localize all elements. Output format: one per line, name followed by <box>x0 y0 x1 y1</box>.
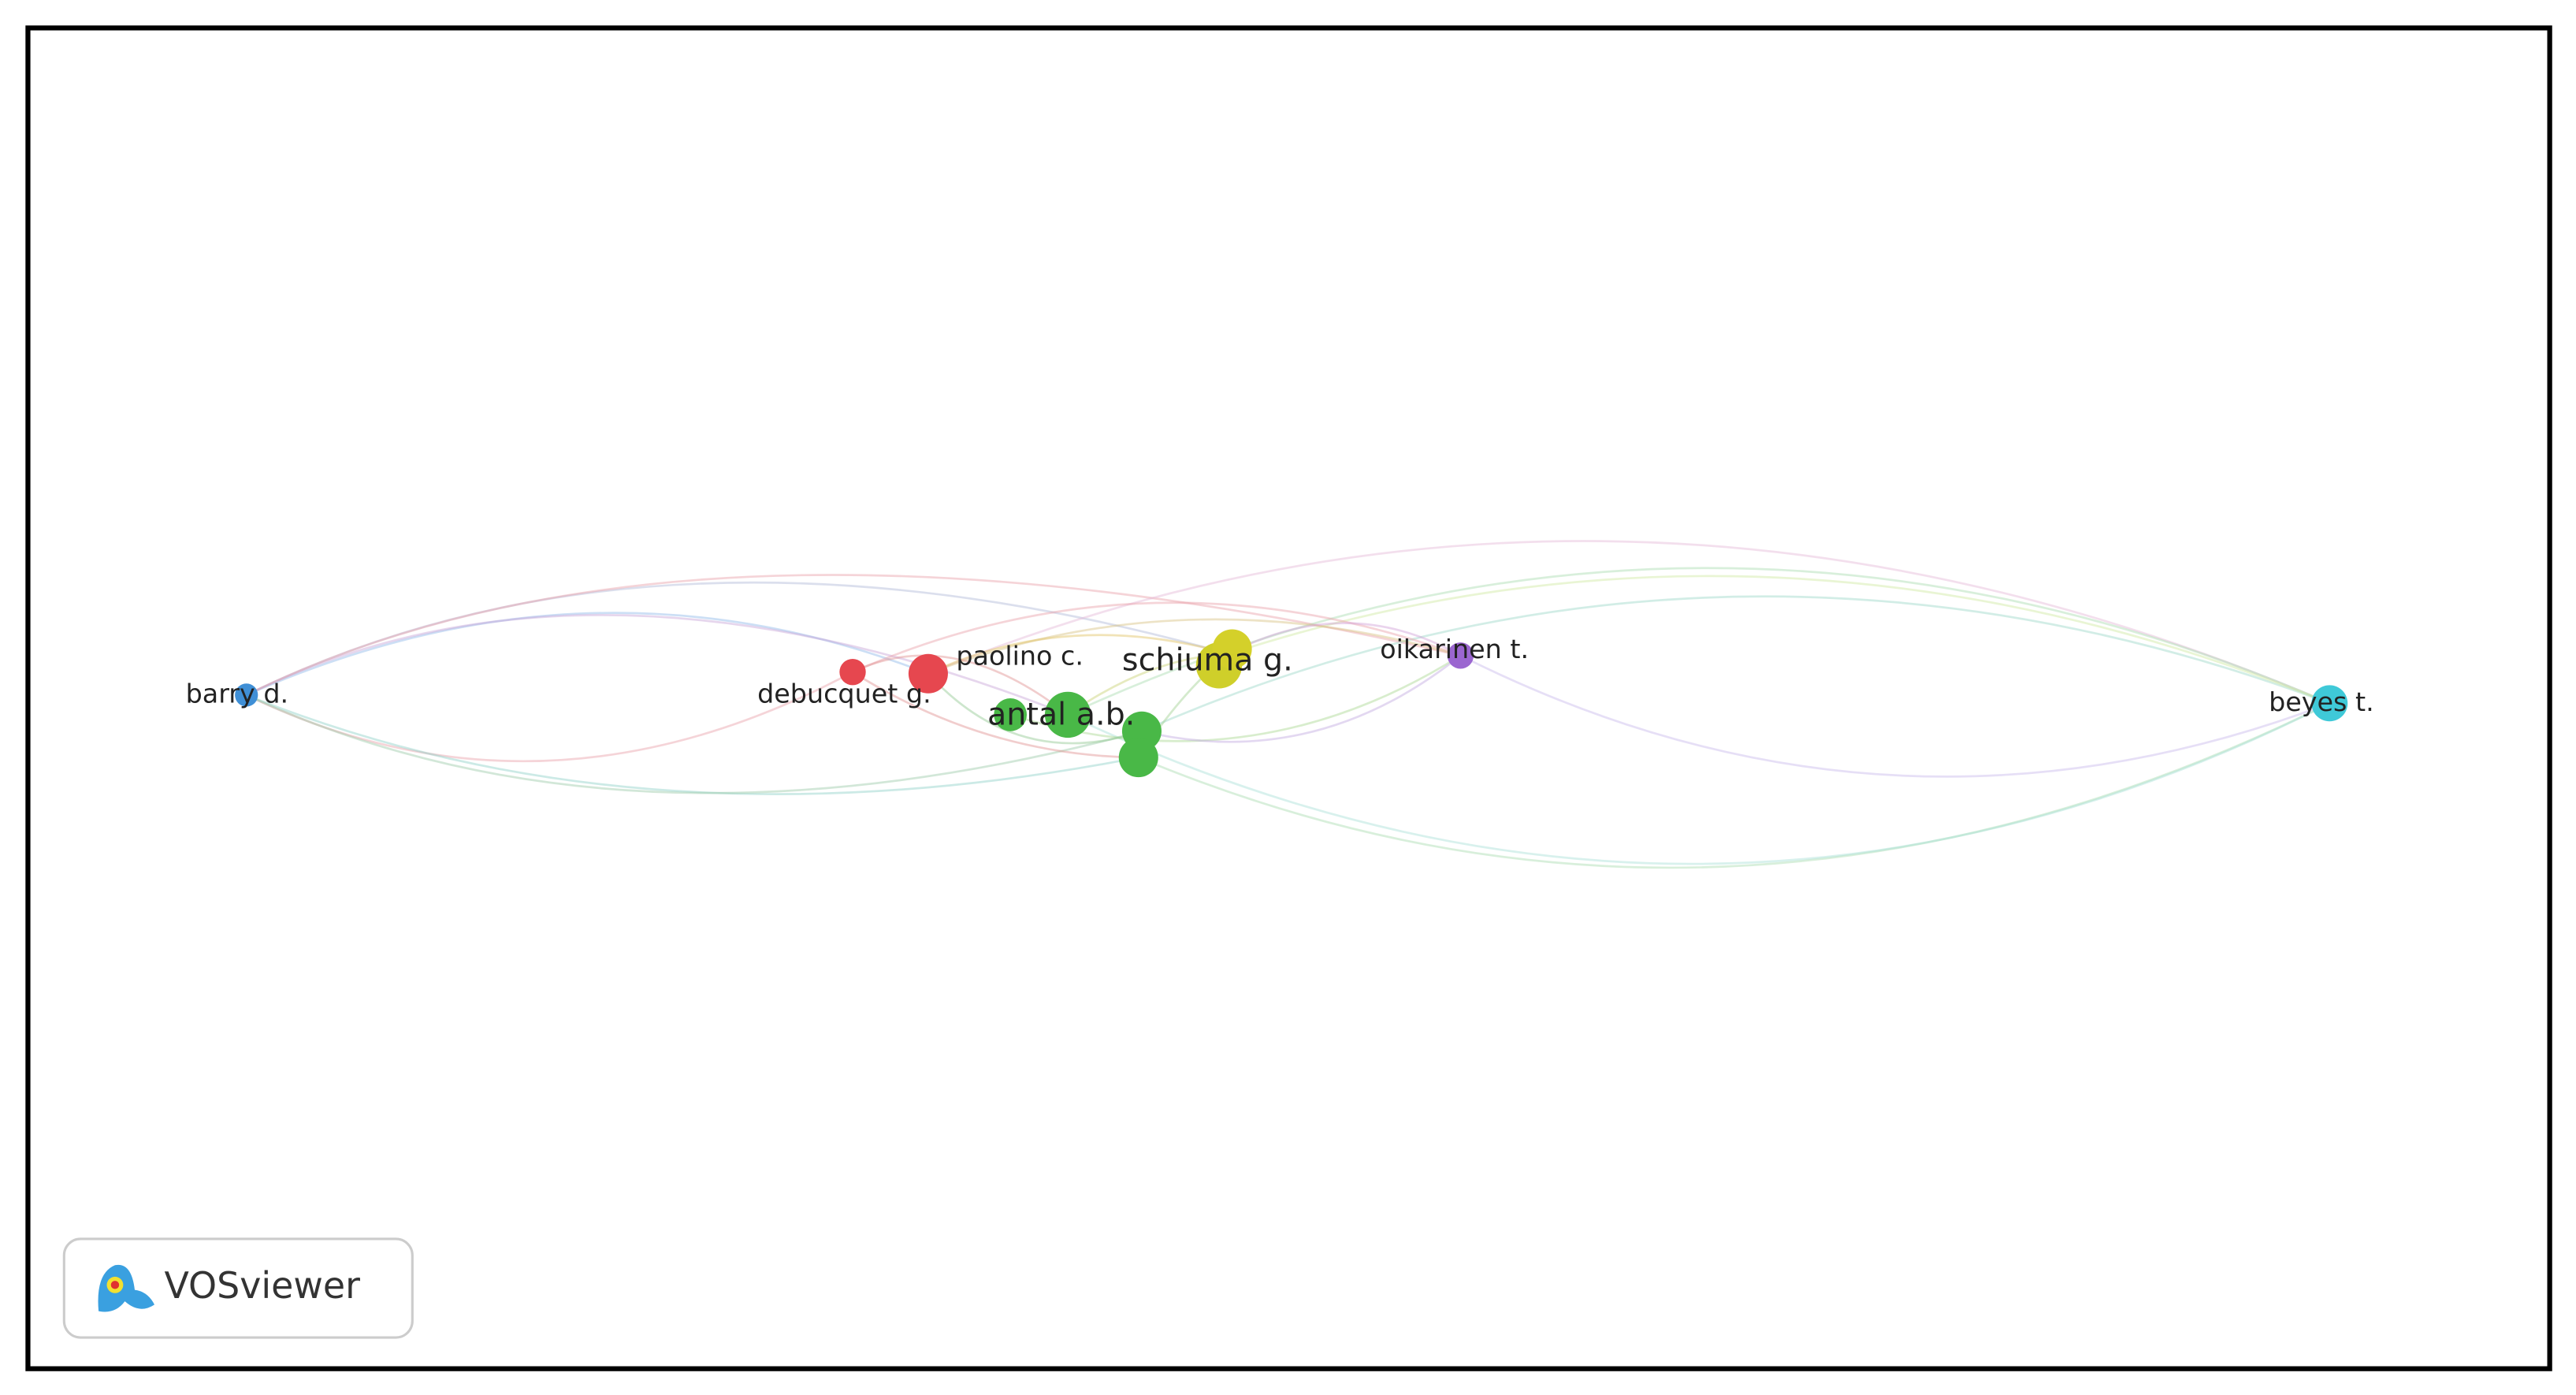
nodes <box>235 629 2348 778</box>
link <box>852 671 1139 759</box>
link <box>246 612 929 697</box>
node[interactable] <box>1044 691 1091 738</box>
node-label: barry d. <box>186 678 289 709</box>
node-label: beyes t. <box>2269 686 2374 717</box>
node-label: oikarinen t. <box>1380 634 1529 664</box>
link <box>852 654 1069 716</box>
link <box>927 672 1143 745</box>
node-label: paolino c. <box>956 640 1084 671</box>
logo: VOSviewer <box>62 1237 414 1339</box>
link <box>246 671 853 763</box>
link <box>927 618 1461 675</box>
node[interactable] <box>908 653 948 694</box>
link <box>1141 654 1462 743</box>
link <box>246 694 1143 794</box>
node[interactable] <box>1212 629 1252 669</box>
node-label: schiuma g. <box>1122 642 1293 679</box>
link <box>852 601 1461 673</box>
logo-icon <box>98 1264 154 1312</box>
logo-box <box>62 1237 414 1339</box>
node[interactable] <box>1118 738 1158 778</box>
node[interactable] <box>2311 685 2348 722</box>
node[interactable] <box>839 659 866 686</box>
node[interactable] <box>235 683 258 707</box>
link <box>246 581 1229 697</box>
link <box>1067 567 2330 716</box>
link <box>246 694 1139 795</box>
link <box>1138 702 2330 869</box>
link <box>927 540 2330 705</box>
link <box>1229 575 2330 705</box>
node-labels: barry d. debucquet g. paolino c. schiuma… <box>186 634 2374 732</box>
link <box>1228 622 1462 657</box>
link <box>1067 702 2330 865</box>
frame <box>25 25 2552 1371</box>
logo-icon-dot <box>110 1281 120 1289</box>
node[interactable] <box>994 698 1028 731</box>
node-label: antal a.b. <box>987 696 1135 732</box>
node-label: debucquet g. <box>757 678 931 709</box>
node[interactable] <box>1447 642 1474 669</box>
link <box>1459 654 2330 778</box>
link <box>246 574 1461 697</box>
link <box>927 634 1229 675</box>
logo-text: VOSviewer <box>164 1264 360 1307</box>
link <box>1141 595 2330 732</box>
